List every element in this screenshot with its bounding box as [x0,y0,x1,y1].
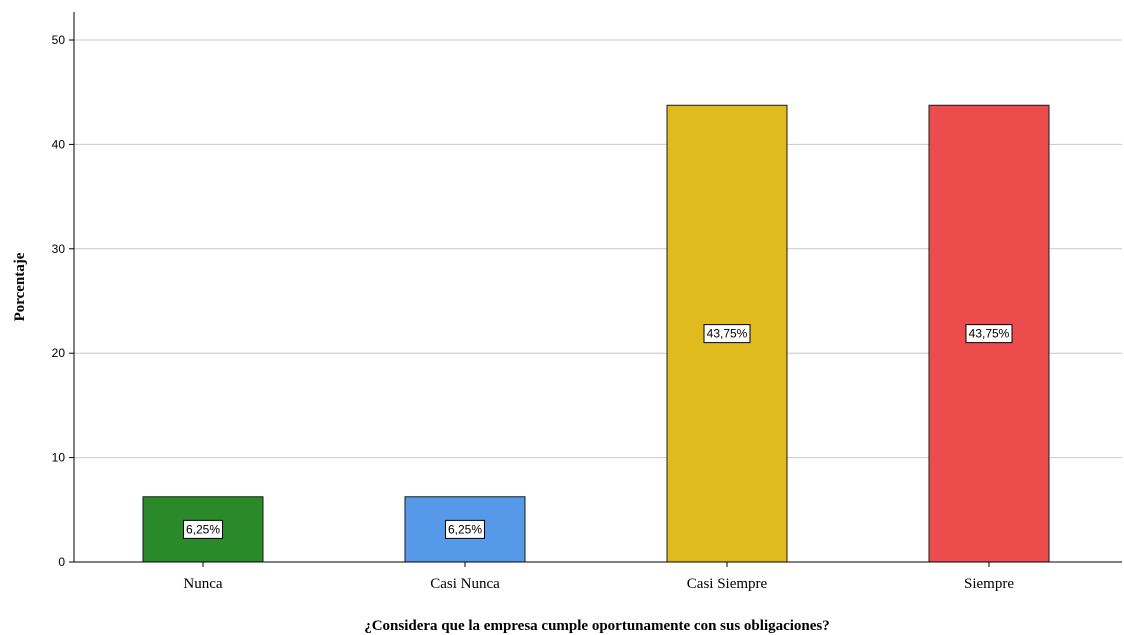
y-axis-title: Porcentaje [12,252,28,321]
bars: 6,25% 6,25% 43,75% 43,75% [142,104,1050,563]
data-label-box [445,519,485,539]
y-tick-label: 0 [58,555,65,569]
data-label: 43,75% [707,327,748,341]
x-tick-label: Siempre [964,576,1014,592]
x-axis-ticks: Nunca Casi Nunca Casi Siempre Siempre [183,562,1014,592]
y-tick-label: 20 [52,346,66,360]
data-label: 43,75% [969,327,1010,341]
data-label-box [703,324,751,344]
y-tick-label: 10 [52,451,66,465]
data-label: 6,25% [448,522,482,536]
y-axis-ticks: 0 10 20 30 40 50 [52,33,74,569]
x-tick-label: Casi Nunca [430,576,500,592]
data-label-box [183,519,223,539]
y-tick-label: 40 [52,137,66,151]
y-tick-label: 30 [52,242,66,256]
data-label: 6,25% [186,522,220,536]
x-tick-label: Casi Siempre [687,576,768,592]
y-tick-label: 50 [52,33,66,47]
data-label-box [965,324,1013,344]
x-tick-label: Nunca [183,576,222,592]
x-axis-title: ¿Considera que la empresa cumple oportun… [364,618,830,634]
